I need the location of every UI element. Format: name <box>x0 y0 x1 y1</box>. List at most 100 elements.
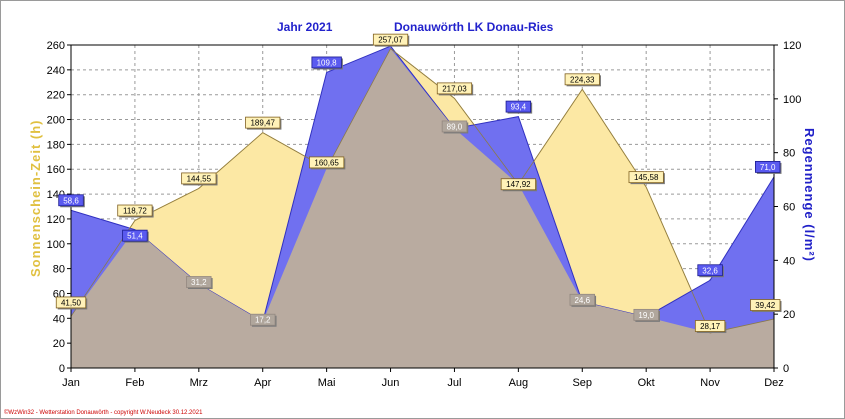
data-label-sonnenschein-text: 28,17 <box>700 322 721 331</box>
data-label-regenmenge-text: 58,6 <box>63 196 79 205</box>
y-left-tick-label: 0 <box>59 363 65 375</box>
y-left-tick-label: 160 <box>47 164 65 176</box>
data-label-regenmenge-text: 24,6 <box>574 296 590 305</box>
x-tick-label: Nov <box>700 377 720 389</box>
data-label-sonnenschein-text: 257,07 <box>378 36 403 45</box>
data-label-regenmenge-text: 31,2 <box>191 278 207 287</box>
data-label-sonnenschein-text: 189,47 <box>250 119 275 128</box>
data-label-regenmenge: 32,6 <box>697 264 724 278</box>
data-label-sonnenschein-box <box>750 299 781 311</box>
series-areas <box>70 45 775 369</box>
data-label-sonnenschein-box <box>245 116 281 129</box>
y-left-tick-label: 200 <box>47 115 65 127</box>
data-label-regenmenge-box <box>441 120 468 133</box>
data-label-sonnenschein-text: 147,92 <box>506 180 531 189</box>
data-label-sonnenschein-text: 118,72 <box>123 207 147 216</box>
data-label-regenmenge: 19,0 <box>633 308 660 322</box>
y-right-tick-label: 20 <box>783 309 795 321</box>
data-label-sonnenschein-box <box>55 296 87 309</box>
data-label-regenmenge: 24,6 <box>569 293 597 307</box>
chart-title-location: Donauwörth LK Donau-Ries <box>394 20 554 34</box>
y-left-tick-label: 180 <box>47 139 65 151</box>
data-label-regenmenge-box <box>569 293 595 306</box>
data-labels: 41,50 118,72 144,55 189,47 160,65 257,07 217,0… <box>55 33 782 334</box>
x-tick-label: Jan <box>62 377 80 389</box>
data-label-regenmenge-text: 71,0 <box>760 163 776 172</box>
data-label-sonnenschein-box <box>372 33 409 46</box>
data-label-regenmenge-box <box>755 160 781 173</box>
data-label-sonnenschein: 118,72 <box>117 204 154 218</box>
y-right-tick-label: 0 <box>783 363 789 375</box>
data-label-sonnenschein-box <box>694 320 726 332</box>
chart-title-year: Jahr 2021 <box>277 20 333 34</box>
x-tick-label: Sep <box>572 377 592 389</box>
y-right-tick-label: 80 <box>783 148 795 160</box>
data-label-sonnenschein: 224,33 <box>564 73 601 87</box>
x-tick-label: Jun <box>382 377 400 389</box>
data-label-regenmenge: 93,4 <box>505 100 533 114</box>
data-label-sonnenschein-text: 217,03 <box>442 84 467 93</box>
x-tick-label: Aug <box>509 377 529 389</box>
data-label-sonnenschein-text: 160,65 <box>314 158 339 167</box>
y-left-tick-label: 220 <box>47 90 65 102</box>
data-label-sonnenschein-box <box>564 73 600 86</box>
x-tick-label: Feb <box>125 377 144 389</box>
footer-copyright: ©WzWin32 - Wetterstation Donauwörth - co… <box>4 409 203 416</box>
data-label-sonnenschein-text: 41,50 <box>61 298 82 307</box>
data-label-regenmenge-box <box>697 264 723 277</box>
data-label-sonnenschein-text: 144,55 <box>187 174 212 183</box>
x-tick-label: Apr <box>254 377 271 389</box>
y-left-tick-label: 100 <box>47 239 65 251</box>
series-line-sonnenschein <box>70 48 775 334</box>
y-right-tick-label: 60 <box>783 202 795 214</box>
data-label-regenmenge-text: 32,6 <box>702 266 718 275</box>
data-label-regenmenge-box <box>186 276 212 288</box>
data-label-sonnenschein-box <box>117 204 153 217</box>
data-label-sonnenschein-box <box>500 178 536 191</box>
data-label-regenmenge-box <box>250 313 276 326</box>
y-left-tick-label: 240 <box>47 65 65 77</box>
data-label-sonnenschein: 147,92 <box>500 178 538 192</box>
y-left-tick-label: 80 <box>53 264 65 276</box>
data-label-regenmenge: 71,0 <box>755 160 782 174</box>
data-label-regenmenge-box <box>633 308 659 321</box>
x-tick-label: Mai <box>318 377 336 389</box>
data-label-regenmenge: 89,0 <box>441 120 469 134</box>
y-right-tick-label: 100 <box>783 94 801 106</box>
data-label-regenmenge-text: 19,0 <box>638 311 654 320</box>
data-label-regenmenge: 109,8 <box>311 56 343 70</box>
data-label-regenmenge: 51,4 <box>122 229 149 243</box>
data-label-regenmenge-box <box>505 100 532 113</box>
x-tick-label: Dez <box>764 377 784 389</box>
data-label-regenmenge: 17,2 <box>250 313 277 327</box>
data-label-regenmenge-box <box>58 194 84 207</box>
data-label-regenmenge-text: 89,0 <box>447 122 463 131</box>
data-label-sonnenschein: 39,42 <box>750 299 782 313</box>
data-label-sonnenschein-box <box>436 82 473 95</box>
data-label-sonnenschein: 257,07 <box>372 33 410 47</box>
y-left-tick-label: 120 <box>47 214 65 226</box>
data-label-sonnenschein-box <box>628 171 664 184</box>
data-label-regenmenge-box <box>311 56 342 69</box>
y-right-tick-label: 40 <box>783 255 795 267</box>
data-label-sonnenschein: 145,58 <box>628 171 665 185</box>
data-label-sonnenschein: 217,03 <box>436 82 474 96</box>
data-label-regenmenge-text: 51,4 <box>127 232 143 241</box>
data-label-sonnenschein: 28,17 <box>694 320 727 334</box>
y-left-tick-label: 260 <box>47 40 65 52</box>
y-axis-left-label: Sonnenschein-Zeit (h) <box>28 120 43 278</box>
y-left-tick-label: 20 <box>53 338 65 350</box>
data-label-regenmenge-box <box>122 229 148 242</box>
x-tick-label: Jul <box>447 377 461 389</box>
data-label-sonnenschein: 189,47 <box>245 116 282 130</box>
data-label-sonnenschein-text: 39,42 <box>755 301 776 310</box>
data-label-regenmenge-text: 93,4 <box>511 103 527 112</box>
data-label-regenmenge: 58,6 <box>58 194 85 208</box>
x-tick-label: Mrz <box>190 377 208 389</box>
data-label-sonnenschein-text: 224,33 <box>570 75 595 84</box>
data-label-regenmenge-text: 17,2 <box>255 316 271 325</box>
data-label-regenmenge-text: 109,8 <box>317 58 338 67</box>
data-label-regenmenge: 31,2 <box>186 276 213 290</box>
series-overlap-area <box>71 48 774 368</box>
